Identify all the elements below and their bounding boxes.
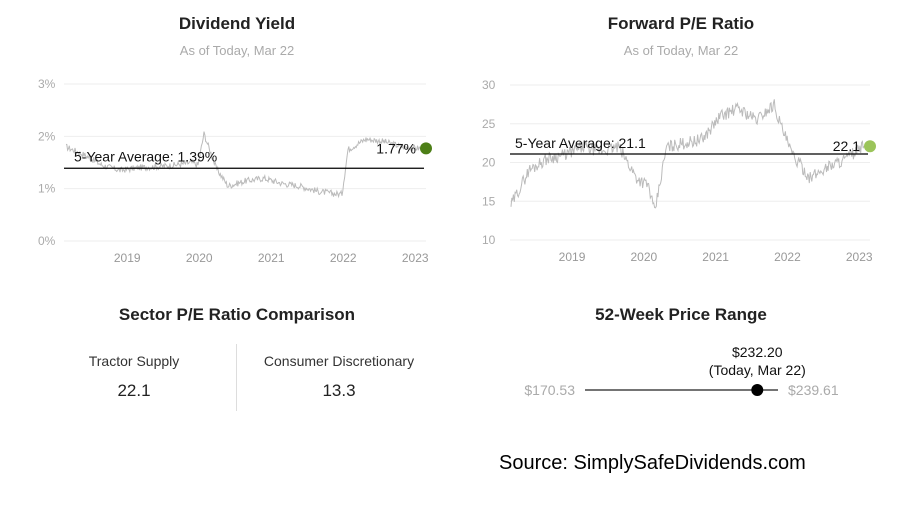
y-tick-label: 2%: [38, 129, 56, 143]
x-tick-label: 2020: [630, 250, 657, 264]
sector-divider: [236, 344, 237, 411]
y-tick-label: 30: [482, 78, 496, 92]
range-current-value: $232.20: [732, 344, 783, 360]
series-line: [510, 99, 865, 209]
x-tick-label: 2019: [114, 251, 141, 265]
range-low-label: $170.53: [524, 382, 575, 398]
sector-pe-title: Sector P/E Ratio Comparison: [118, 305, 356, 324]
x-tick-label: 2023: [846, 250, 873, 264]
y-tick-label: 0%: [38, 234, 56, 248]
series-line: [65, 131, 421, 199]
dividend-yield-subtitle: As of Today, Mar 22: [179, 43, 295, 58]
average-label: 5-Year Average: 1.39%: [74, 148, 217, 164]
current-value-label: 22.1: [833, 138, 860, 154]
x-tick-label: 2021: [258, 251, 285, 265]
y-tick-label: 3%: [38, 77, 56, 91]
current-value-label: 1.77%: [376, 140, 416, 156]
sector-right-value: 13.3: [322, 381, 356, 400]
y-tick-label: 20: [482, 156, 496, 170]
dividend-yield-chart: 3% 2% 1% 0% 2019 2020 2021 2022 2023 5-Year Avera…: [38, 77, 432, 265]
current-value-dot: [864, 140, 876, 153]
y-tick-label: 10: [482, 233, 496, 247]
x-tick-label: 2022: [774, 250, 801, 264]
price-range-widget: $170.53 $239.61 $232.20 (Today, Mar 22): [524, 344, 839, 398]
x-tick-label: 2022: [330, 251, 357, 265]
y-tick-label: 25: [482, 117, 496, 131]
average-label: 5-Year Average: 21.1: [515, 135, 646, 151]
sector-left-value: 22.1: [117, 381, 151, 400]
forward-pe-title: Forward P/E Ratio: [607, 14, 755, 33]
sector-left-label: Tractor Supply: [88, 353, 180, 369]
sector-right-label: Consumer Discretionary: [263, 353, 415, 369]
range-high-label: $239.61: [788, 382, 839, 398]
y-tick-label: 15: [482, 194, 496, 208]
y-tick-label: 1%: [38, 182, 56, 196]
forward-pe-subtitle: As of Today, Mar 22: [623, 43, 739, 58]
range-current-marker: [751, 384, 764, 396]
price-range-title: 52-Week Price Range: [595, 305, 767, 324]
x-tick-label: 2023: [402, 251, 429, 265]
x-tick-label: 2021: [702, 250, 729, 264]
dividend-yield-title: Dividend Yield: [178, 14, 296, 33]
current-value-dot: [420, 142, 432, 155]
range-current-note: (Today, Mar 22): [709, 362, 806, 378]
x-tick-label: 2020: [186, 251, 213, 265]
x-tick-label: 2019: [559, 250, 586, 264]
source-credit: Source: SimplySafeDividends.com: [499, 452, 806, 474]
forward-pe-chart: 30 25 20 15 10 2019 2020 2021 2022 2023 5-Year Ave…: [482, 78, 876, 264]
